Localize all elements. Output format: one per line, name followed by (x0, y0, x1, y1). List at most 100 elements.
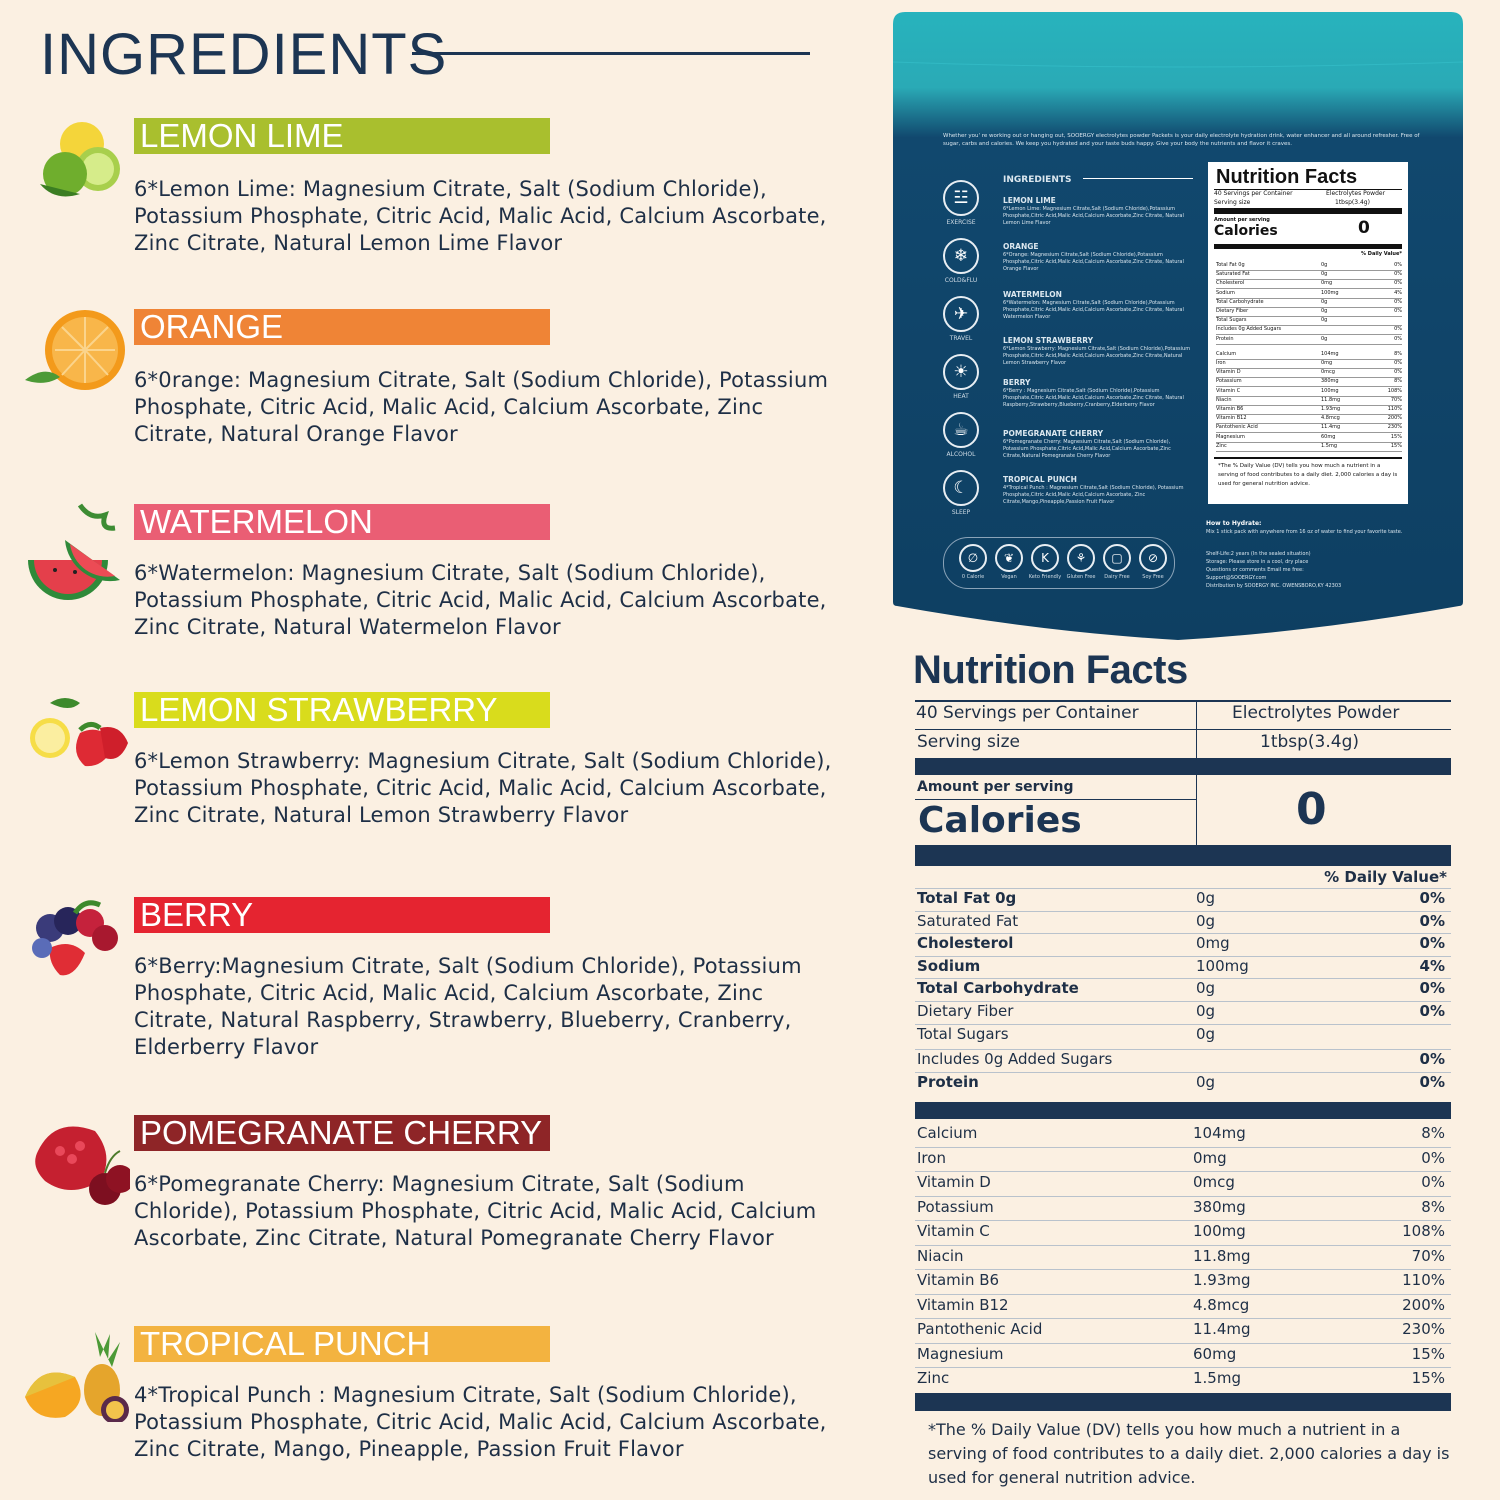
nutrition-top-rule (915, 700, 1451, 702)
flavor-ingredients: 6*Watermelon: Magnesium Citrate, Salt (S… (134, 561, 827, 639)
mineral-row-rule (915, 1146, 1451, 1148)
package-label-row: Iron 0mg 0% (1216, 360, 1402, 369)
package-label-row: Cholesterol 0mg 0% (1216, 280, 1402, 290)
side-icon-caption: EXERCISE (946, 219, 976, 226)
package-item-title: ORANGE (1003, 242, 1039, 251)
vegan-badge-icon: ❦ (995, 544, 1023, 572)
nutrient-row-rule (915, 933, 1451, 934)
nutrition-thick-bar-2 (915, 845, 1451, 866)
servings-per-container: 40 Servings per Container (916, 703, 1139, 723)
package-label-footnote: *The % Daily Value (DV) tells you how mu… (1218, 463, 1398, 487)
package-item-title: LEMON STRAWBERRY (1003, 336, 1094, 345)
mineral-daily-value: 15% (1411, 1344, 1445, 1363)
mineral-name: Vitamin B6 (917, 1271, 1000, 1289)
badge-caption: 0 Calorie (961, 574, 985, 580)
calories-value: 0 (1296, 784, 1327, 835)
amount-per-serving: Amount per serving (917, 779, 1074, 795)
mineral-name: Zinc (917, 1369, 950, 1387)
mineral-name: Vitamin D (917, 1173, 991, 1191)
package-label-calories-label: Calories (1214, 223, 1278, 239)
mineral-row-rule (915, 1220, 1451, 1221)
package-label-amount: Amount per serving (1214, 217, 1270, 223)
package-item-text: 6*Berry : Magnesium Citrate,Salt (Sodium… (1003, 388, 1184, 408)
package-label-row: Niacin 11.8mg 70% (1216, 397, 1402, 406)
package-label-bar-2 (1214, 244, 1402, 249)
package-label-row: Total Carbohydrate 0g 0% (1216, 299, 1402, 308)
title-rule (412, 52, 810, 55)
badge-caption: Vegan (1001, 574, 1017, 580)
package-label-row: Magnesium 60mg 15% (1216, 434, 1402, 443)
package-label-row: Potassium 380mg 8% (1216, 378, 1402, 388)
badge-caption: Keto Friendly (1028, 574, 1062, 580)
nutrition-header-rule (915, 729, 1451, 730)
nutrient-name: Dietary Fiber (917, 1002, 1014, 1020)
flavor-banner: ORANGE (134, 309, 550, 345)
mineral-name: Iron (917, 1148, 946, 1167)
nutrient-amount: 0g (1196, 1025, 1216, 1043)
package-label-row: Vitamin C 100mg 108% (1216, 388, 1402, 397)
fruit-illustration (20, 1111, 134, 1211)
nutrient-amount: 0g (1196, 1002, 1216, 1020)
nutrient-row-rule (915, 888, 1451, 889)
package-how-title: How to Hydrate: (1206, 520, 1262, 527)
package-label-serving-size: 1tbsp(3.4g) (1335, 199, 1370, 206)
package-questions: Questions or comments Email me free: (1206, 567, 1304, 573)
package-label-title: Nutrition Facts (1216, 166, 1358, 188)
package-label-row: Vitamin B6 1.93mg 110% (1216, 406, 1402, 415)
nutrition-title: Nutrition Facts (913, 648, 1188, 692)
flavor-ingredients: 6*Pomegranate Cherry: Magnesium Citrate,… (134, 1172, 817, 1250)
mineral-row-rule (915, 1171, 1451, 1172)
nutrient-daily-value: 0% (1419, 934, 1445, 952)
nutrition-thick-bar-3 (915, 1102, 1451, 1119)
nutrient-row-rule (915, 978, 1451, 979)
nutrient-name: Includes 0g Added Sugars (917, 1050, 1113, 1068)
nutrient-row-rule (915, 956, 1451, 957)
package-item-text: 6*Watermelon: Magnesium Citrate,Salt (So… (1003, 300, 1184, 320)
mineral-row-rule (915, 1342, 1451, 1344)
nutrient-row-rule (915, 1049, 1451, 1050)
mineral-amount: 11.4mg (1193, 1320, 1251, 1338)
package-label-calories: 0 (1358, 218, 1370, 238)
fruit-illustration (20, 893, 130, 993)
flavor-banner: LEMON LIME (134, 118, 550, 154)
mineral-row-rule (915, 1367, 1451, 1368)
package-label-row: Protein 0g 0% (1216, 336, 1402, 345)
soy-free-badge-icon: ⊘ (1139, 544, 1167, 572)
mineral-daily-value: 70% (1411, 1246, 1445, 1265)
mineral-daily-value: 0% (1421, 1173, 1445, 1191)
nutrient-daily-value: 0% (1419, 889, 1445, 907)
package-how-text: Mix 1 stick pack with anywhere from 16 o… (1206, 529, 1403, 535)
package-label-bar (1214, 208, 1402, 214)
package-item-text: 6*Lemon Lime: Magnesium Citrate,Salt (So… (1003, 206, 1184, 226)
mineral-daily-value: 200% (1402, 1295, 1445, 1314)
mineral-amount: 1.93mg (1193, 1271, 1251, 1289)
page-title: INGREDIENTS (40, 22, 448, 87)
mineral-amount: 1.5mg (1193, 1369, 1241, 1387)
daily-value-header: % Daily Value* (1324, 868, 1447, 886)
mineral-name: Vitamin C (917, 1222, 990, 1240)
nutrient-daily-value: 0% (1419, 979, 1445, 997)
nutrient-amount: 0mg (1196, 934, 1230, 952)
mineral-amount: 380mg (1193, 1197, 1246, 1216)
mineral-daily-value: 8% (1421, 1124, 1445, 1142)
alcohol-icon: ☕ (943, 412, 979, 448)
nutrient-daily-value: 0% (1419, 1073, 1445, 1091)
package-item-title: POMEGRANATE CHERRY (1003, 429, 1104, 438)
nutrient-name: Protein (917, 1073, 979, 1091)
package-label-row: Sodium 100mg 4% (1216, 290, 1402, 299)
flavor-banner: LEMON STRAWBERRY (134, 692, 550, 728)
nutrient-amount: 0g (1196, 889, 1216, 907)
fruit-illustration (20, 305, 130, 405)
calories-divider (1196, 775, 1197, 845)
nutrient-row-rule (915, 1001, 1451, 1002)
badge-caption: Gluten Free (1066, 574, 1096, 580)
mineral-amount: 4.8mcg (1193, 1295, 1250, 1314)
nutrient-name: Total Fat 0g (917, 889, 1017, 907)
package-ingredients-rule (1083, 178, 1193, 179)
nutrient-daily-value: 0% (1419, 912, 1445, 930)
flavor-ingredients: 6*Lemon Strawberry: Magnesium Citrate, S… (134, 749, 832, 827)
mineral-daily-value: 230% (1402, 1320, 1445, 1338)
package-item-text: 6*Orange: Magnesium Citrate,Salt (Sodium… (1003, 252, 1184, 272)
mineral-row-rule (915, 1195, 1451, 1197)
nutrient-row-rule (915, 1072, 1451, 1073)
